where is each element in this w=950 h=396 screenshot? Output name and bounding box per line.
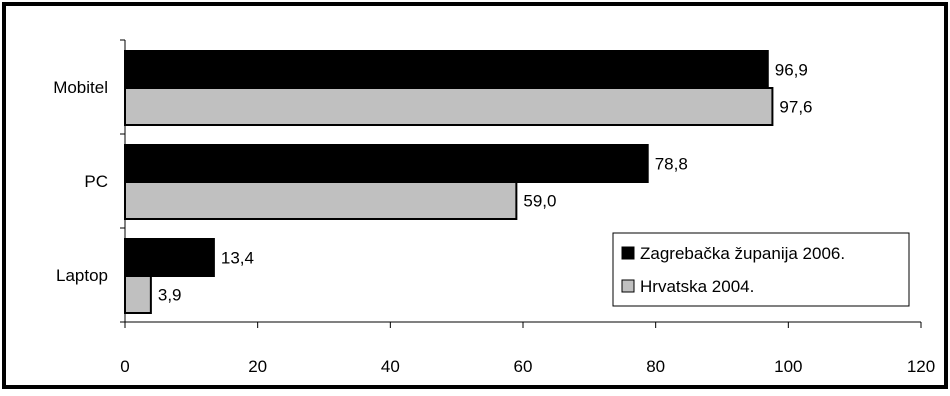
- data-label-pc-series-1: 59,0: [523, 192, 556, 211]
- data-label-laptop-series-0: 13,4: [221, 249, 254, 268]
- data-label-mobitel-series-0: 96,9: [775, 61, 808, 80]
- x-tick-label-40: 40: [381, 357, 400, 376]
- legend: Zagrebačka županija 2006. Hrvatska 2004.: [612, 232, 910, 307]
- legend-swatch-hrvatska: [621, 279, 635, 293]
- x-tick-label-100: 100: [774, 357, 802, 376]
- x-tick-label-60: 60: [514, 357, 533, 376]
- x-tick-label-120: 120: [907, 357, 935, 376]
- legend-label-zagreb: Zagrebačka županija 2006.: [640, 244, 845, 263]
- bars-group: 96,9 97,6 78,8 59,0 13,4 3,9: [124, 50, 813, 314]
- category-label-laptop: Laptop: [56, 266, 108, 285]
- x-tick-label-0: 0: [120, 357, 129, 376]
- bar-pc-series-1: [124, 181, 518, 220]
- x-tick-label-20: 20: [248, 357, 267, 376]
- category-label-mobitel: Mobitel: [53, 78, 108, 97]
- legend-label-hrvatska: Hrvatska 2004.: [640, 277, 754, 296]
- x-tick-label-80: 80: [646, 357, 665, 376]
- legend-swatch-zagreb: [621, 246, 635, 260]
- bar-mobitel-series-1: [124, 87, 774, 126]
- category-label-pc: PC: [84, 172, 108, 191]
- bar-laptop-series-0: [124, 238, 215, 277]
- legend-box: [612, 232, 910, 307]
- bar-pc-series-0: [124, 144, 649, 183]
- axes-group: Mobitel PC Laptop 0 20 40 60 80 100 120: [53, 39, 935, 376]
- data-label-pc-series-0: 78,8: [655, 155, 688, 174]
- data-label-laptop-series-1: 3,9: [158, 286, 182, 305]
- bar-mobitel-series-0: [124, 50, 769, 89]
- data-label-mobitel-series-1: 97,6: [779, 98, 812, 117]
- bar-laptop-series-1: [124, 275, 152, 314]
